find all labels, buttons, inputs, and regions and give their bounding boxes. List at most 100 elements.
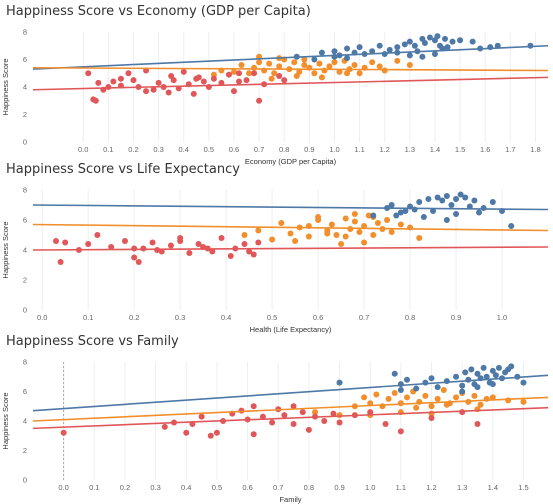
data-point bbox=[271, 70, 278, 77]
x-tick-label: 0.8 bbox=[304, 483, 314, 492]
trend-line bbox=[32, 374, 549, 412]
trend-line bbox=[32, 204, 549, 211]
data-point bbox=[443, 378, 450, 385]
chart-plot[interactable]: 0.0 0.1 0.2 0.3 0.4 0.5 0.6 0.7 0.8 0.9 1.0 1.1 1.2 1… bbox=[0, 24, 553, 166]
data-point bbox=[316, 60, 323, 67]
data-point bbox=[131, 254, 138, 261]
data-point bbox=[466, 203, 473, 210]
data-point bbox=[336, 379, 343, 386]
data-point bbox=[269, 236, 276, 243]
y-tick-label: 2 bbox=[23, 276, 27, 285]
chart-plot[interactable]: 0.0 0.1 0.2 0.3 0.4 0.5 0.6 0.7 0.8 0.9 1.0 1.1 1.2 1… bbox=[0, 354, 553, 504]
data-point bbox=[281, 412, 288, 419]
x-tick-label: 0.7 bbox=[254, 145, 264, 154]
data-point bbox=[150, 86, 157, 93]
data-point bbox=[60, 429, 67, 436]
data-point bbox=[230, 88, 237, 95]
data-point bbox=[356, 70, 363, 77]
x-axis-title: Health (Life Expectancy) bbox=[250, 325, 332, 334]
data-point bbox=[250, 403, 257, 410]
x-tick-label: 0.9 bbox=[304, 145, 314, 154]
data-point bbox=[190, 90, 197, 97]
data-point bbox=[143, 88, 150, 95]
data-point bbox=[459, 409, 466, 416]
data-point bbox=[155, 79, 162, 86]
data-point bbox=[321, 67, 328, 74]
data-point bbox=[376, 42, 383, 49]
data-point bbox=[397, 428, 404, 435]
x-tick-label: 1.0 bbox=[329, 145, 339, 154]
x-tick-label: 0.6 bbox=[242, 483, 252, 492]
data-point bbox=[241, 241, 248, 247]
x-tick-label: 1.3 bbox=[457, 483, 467, 492]
data-point bbox=[200, 78, 207, 85]
data-point bbox=[312, 409, 319, 416]
x-tick-label: 1.5 bbox=[518, 483, 528, 492]
data-point bbox=[330, 410, 337, 417]
data-point bbox=[269, 419, 276, 426]
data-point bbox=[434, 194, 441, 201]
data-point bbox=[465, 376, 472, 383]
data-point bbox=[397, 221, 404, 228]
data-point bbox=[57, 259, 64, 265]
x-tick-label: 1.1 bbox=[354, 145, 364, 154]
data-point bbox=[453, 211, 460, 217]
data-point bbox=[210, 71, 217, 78]
data-point bbox=[52, 238, 59, 244]
data-point bbox=[495, 364, 502, 371]
chart-plot[interactable]: 0.0 0.1 0.2 0.3 0.4 0.5 0.6 0.7 0.8 0.9 1.0 0 2 4 6 8 He… bbox=[0, 182, 553, 334]
y-axis-title: Happiness Score bbox=[1, 392, 10, 449]
data-point bbox=[434, 395, 441, 402]
data-point bbox=[195, 241, 202, 247]
data-point bbox=[305, 426, 312, 433]
data-point bbox=[305, 233, 312, 240]
x-tick-label: 0.5 bbox=[267, 313, 277, 322]
data-point bbox=[428, 415, 435, 422]
data-point bbox=[393, 212, 400, 219]
y-tick-label: 6 bbox=[23, 387, 27, 396]
data-point bbox=[218, 235, 225, 241]
y-tick-label: 2 bbox=[23, 110, 27, 119]
data-point bbox=[250, 251, 257, 258]
x-tick-label: 0.1 bbox=[103, 145, 113, 154]
data-point bbox=[505, 397, 512, 404]
x-tick-label: 1.8 bbox=[530, 145, 540, 154]
data-point bbox=[230, 68, 237, 75]
data-point bbox=[406, 38, 413, 45]
data-point bbox=[243, 77, 250, 84]
data-point bbox=[457, 37, 464, 44]
x-tick-label: 0.2 bbox=[129, 313, 139, 322]
data-point bbox=[401, 41, 408, 48]
data-point bbox=[474, 370, 481, 377]
data-point bbox=[385, 395, 392, 402]
data-point bbox=[246, 70, 253, 77]
data-point bbox=[422, 379, 429, 386]
data-point bbox=[444, 44, 451, 51]
data-point bbox=[315, 214, 322, 220]
data-point bbox=[428, 375, 435, 382]
x-tick-label: 0.9 bbox=[451, 313, 461, 322]
data-point bbox=[287, 230, 294, 237]
data-point bbox=[318, 49, 325, 56]
data-point bbox=[443, 217, 450, 223]
data-point bbox=[440, 387, 447, 394]
data-point bbox=[459, 382, 466, 389]
data-point bbox=[449, 38, 456, 45]
data-point bbox=[168, 73, 175, 79]
data-point bbox=[227, 253, 234, 259]
chart-title: Happiness Score vs Economy (GDP per Capi… bbox=[6, 4, 311, 19]
data-point bbox=[135, 259, 142, 265]
x-tick-label: 0.7 bbox=[273, 483, 283, 492]
data-point bbox=[520, 379, 527, 386]
data-point bbox=[344, 45, 351, 52]
data-point bbox=[326, 63, 333, 70]
data-point bbox=[442, 35, 448, 42]
data-point bbox=[448, 202, 455, 208]
data-point bbox=[413, 404, 420, 411]
data-point bbox=[301, 56, 308, 63]
data-point bbox=[167, 242, 174, 249]
data-point bbox=[266, 60, 273, 67]
data-point bbox=[331, 59, 338, 66]
x-tick-label: 0.6 bbox=[313, 313, 323, 322]
y-tick-label: 8 bbox=[23, 186, 27, 195]
